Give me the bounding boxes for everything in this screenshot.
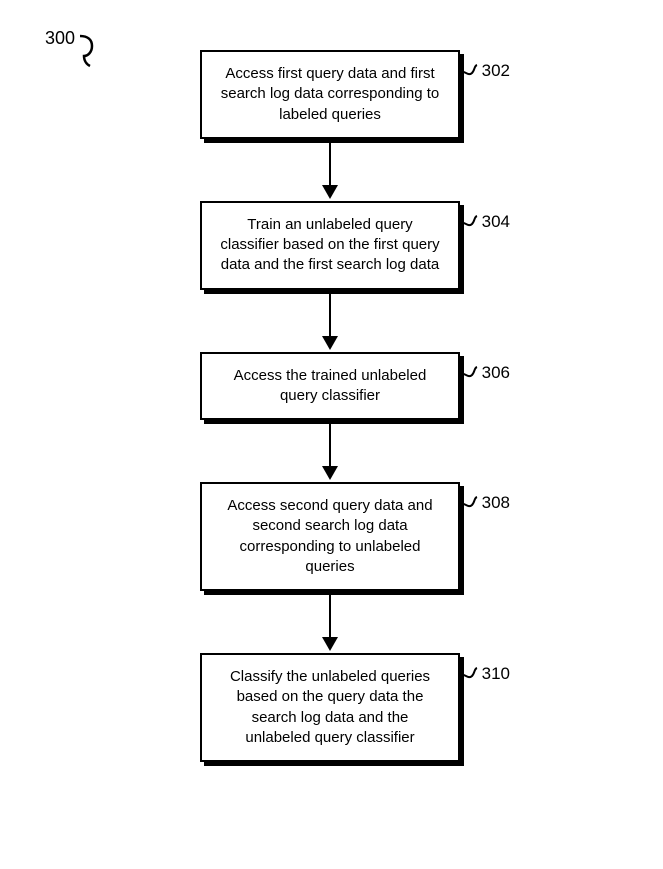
- flow-step-text: Classify the unlabeled queries based on …: [230, 668, 430, 746]
- flow-step-text: Train an unlabeled query classifier base…: [220, 216, 439, 274]
- callout-number: 306: [482, 362, 510, 385]
- callout-302: 302: [460, 60, 510, 83]
- squiggle-path: [460, 497, 477, 506]
- arrow-306-308: [200, 420, 460, 482]
- callout-number: 310: [482, 663, 510, 686]
- squiggle-path: [460, 216, 477, 225]
- flow-step-310: Classify the unlabeled queries based on …: [200, 653, 460, 762]
- flow-step-text: Access first query data and first search…: [221, 65, 439, 123]
- callout-310: 310: [460, 663, 510, 686]
- flow-step-306: Access the trained unlabeled query class…: [200, 352, 460, 421]
- callout-number: 308: [482, 492, 510, 515]
- flowchart-container: Access first query data and first search…: [200, 50, 480, 762]
- flow-step-302: Access first query data and first search…: [200, 50, 460, 139]
- squiggle-path: [460, 65, 477, 74]
- squiggle-icon: [460, 666, 480, 682]
- callout-306: 306: [460, 362, 510, 385]
- figure-number-text: 300: [45, 28, 75, 48]
- arrow-302-304: [200, 139, 460, 201]
- squiggle-icon: [460, 495, 480, 511]
- squiggle-path: [460, 668, 477, 677]
- figure-number-label: 300: [45, 28, 75, 49]
- arrow-304-306: [200, 290, 460, 352]
- squiggle-icon: [460, 63, 480, 79]
- arrow-308-310: [200, 591, 460, 653]
- flow-step-text: Access second query data and second sear…: [227, 497, 432, 575]
- flow-step-304: Train an unlabeled query classifier base…: [200, 201, 460, 290]
- callout-308: 308: [460, 492, 510, 515]
- callout-304: 304: [460, 211, 510, 234]
- callout-number: 304: [482, 211, 510, 234]
- figure-hook-icon: [78, 34, 98, 75]
- flow-step-308: Access second query data and second sear…: [200, 482, 460, 591]
- squiggle-icon: [460, 214, 480, 230]
- squiggle-path: [460, 367, 477, 376]
- flow-step-text: Access the trained unlabeled query class…: [234, 367, 427, 404]
- hook-svg: [78, 34, 98, 70]
- hook-path: [80, 36, 92, 66]
- callout-number: 302: [482, 60, 510, 83]
- squiggle-icon: [460, 365, 480, 381]
